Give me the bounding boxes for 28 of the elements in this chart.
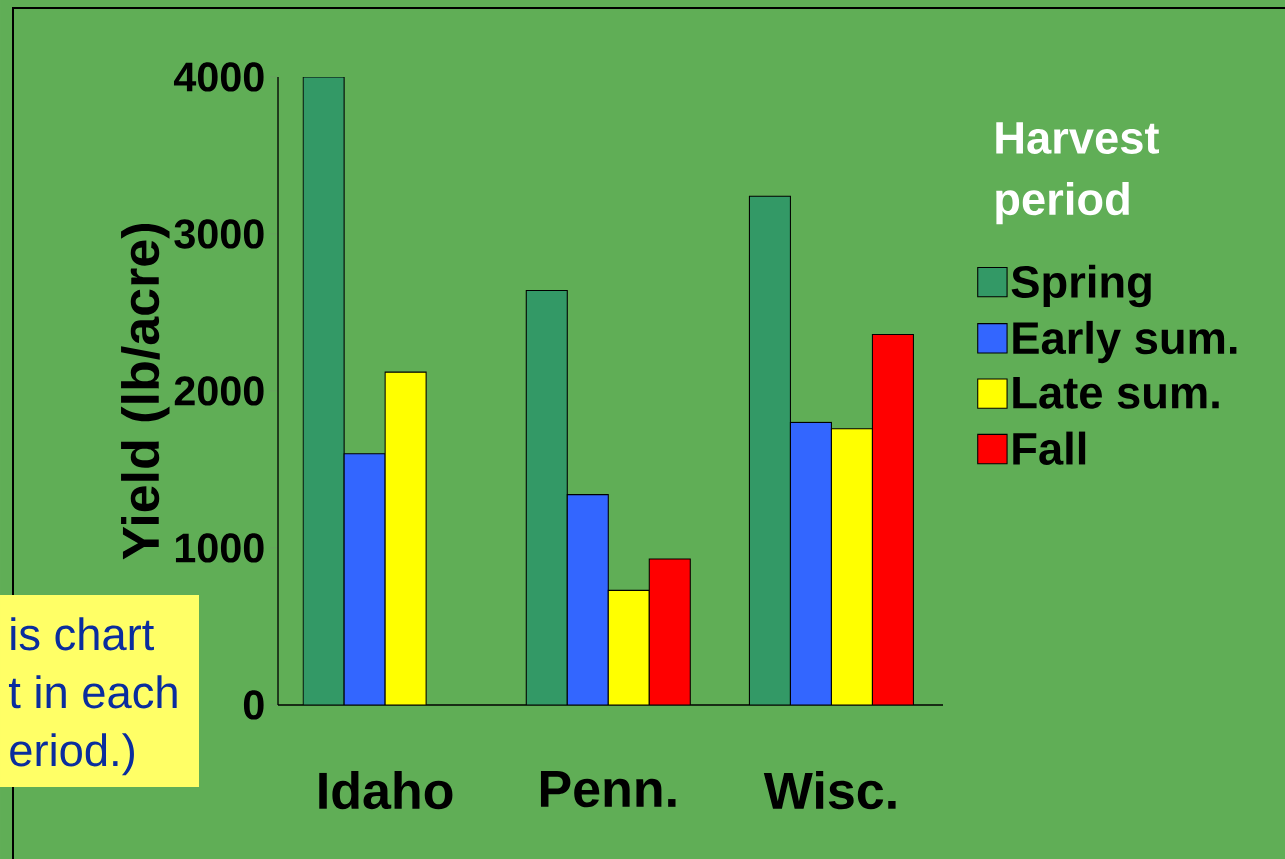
text: t in each [8,675,177,709]
legend-label: Early sum. [1013,320,1237,364]
x-tick-label: Wisc. [763,771,896,810]
bar [648,558,691,705]
bar [525,289,568,705]
text: eriod.) [10,733,134,776]
y-tick-label: 0 [243,690,264,720]
legend-label: Spring [1011,264,1151,308]
bar [343,453,386,705]
bar [789,421,832,705]
x-tick-label: Penn. [540,771,676,808]
y-tick-label: 3000 [174,219,264,249]
text: is chart [11,617,154,651]
bar [871,333,914,705]
legend-title: Harvest period [996,122,1159,225]
bar [830,428,873,705]
x-tick-label: Idaho [319,771,453,810]
bar [566,494,609,705]
bar [302,76,345,705]
y-tick-label: 4000 [173,62,264,92]
legend-label: Late sum. [1013,377,1219,409]
bar [607,589,650,705]
bar [748,195,791,705]
bar [384,371,427,705]
y-tick-label: 1000 [175,533,264,563]
legend-label: Fall [1013,431,1086,465]
y-tick-label: 2000 [174,376,264,406]
y-axis-title: Yield (lb/acre) [121,224,170,560]
